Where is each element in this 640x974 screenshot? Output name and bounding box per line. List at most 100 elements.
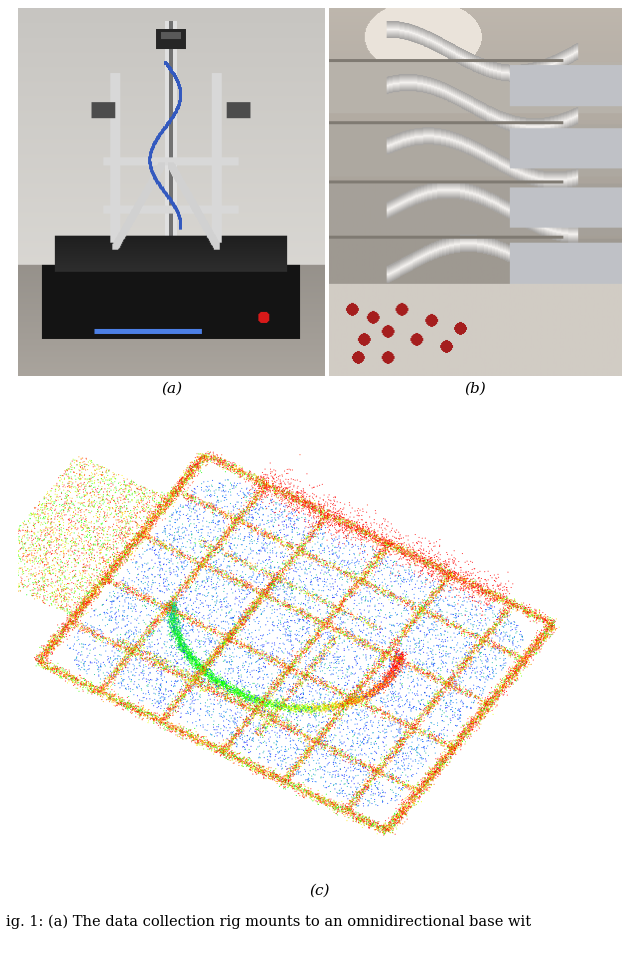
Point xyxy=(121,549,131,565)
Point xyxy=(161,711,172,727)
Point xyxy=(121,638,131,654)
Point xyxy=(139,628,149,644)
Point xyxy=(22,527,33,543)
Point xyxy=(471,637,481,653)
Point xyxy=(72,650,82,665)
Point xyxy=(237,580,247,595)
Point xyxy=(130,584,140,600)
Point xyxy=(283,536,293,551)
Point xyxy=(223,596,234,612)
Point xyxy=(65,478,75,494)
Point xyxy=(189,650,199,665)
Point xyxy=(433,691,444,706)
Point xyxy=(132,520,142,536)
Point xyxy=(173,628,183,644)
Point xyxy=(204,625,214,641)
Point xyxy=(360,519,371,535)
Point xyxy=(119,678,129,693)
Point xyxy=(344,694,354,710)
Point xyxy=(59,548,69,564)
Point xyxy=(313,535,323,550)
Point xyxy=(407,565,417,581)
Point xyxy=(195,712,205,728)
Point xyxy=(226,626,236,642)
Point xyxy=(191,560,202,576)
Point xyxy=(307,734,317,750)
Point xyxy=(317,655,327,670)
Point xyxy=(524,645,534,660)
Point xyxy=(422,598,433,614)
Point xyxy=(164,486,174,502)
Point xyxy=(170,597,180,613)
Point xyxy=(491,683,501,698)
Point xyxy=(538,611,548,626)
Point xyxy=(292,758,302,773)
Point xyxy=(380,819,390,835)
Point xyxy=(30,543,40,558)
Point xyxy=(255,704,265,720)
Point xyxy=(375,822,385,838)
Point xyxy=(458,731,468,747)
Point xyxy=(314,699,324,715)
Point xyxy=(399,622,410,638)
Point xyxy=(545,629,555,645)
Point xyxy=(276,477,287,493)
Point xyxy=(266,554,276,570)
Point xyxy=(67,617,77,632)
Point xyxy=(512,660,522,676)
Point xyxy=(339,683,349,698)
Point xyxy=(545,616,555,631)
Point xyxy=(436,753,447,768)
Point xyxy=(127,645,138,660)
Point xyxy=(62,581,72,596)
Point xyxy=(298,786,308,802)
Point xyxy=(72,656,82,672)
Point xyxy=(141,627,151,643)
Point xyxy=(33,581,44,597)
Point xyxy=(247,759,257,774)
Point xyxy=(280,779,291,795)
Point xyxy=(441,674,451,690)
Point xyxy=(454,730,465,745)
Point xyxy=(428,695,438,711)
Point xyxy=(404,723,414,738)
Point xyxy=(149,712,159,728)
Point xyxy=(276,776,286,792)
Point xyxy=(284,769,294,785)
Point xyxy=(504,598,515,614)
Point xyxy=(365,813,375,829)
Point xyxy=(408,713,418,729)
Point xyxy=(305,644,316,659)
Point xyxy=(340,754,351,769)
Point xyxy=(99,572,109,587)
Point xyxy=(359,527,369,543)
Point xyxy=(427,669,437,685)
Point xyxy=(190,653,200,668)
Point xyxy=(284,487,294,503)
Point xyxy=(182,557,193,573)
Point xyxy=(227,571,237,586)
Point xyxy=(207,671,218,687)
Point xyxy=(252,763,262,778)
Point xyxy=(76,600,86,616)
Point xyxy=(298,538,308,553)
Point xyxy=(435,687,445,702)
Point xyxy=(161,602,172,618)
Point xyxy=(261,470,271,486)
Point xyxy=(399,730,409,745)
Point xyxy=(90,579,100,594)
Point xyxy=(271,696,282,712)
Point xyxy=(76,595,86,611)
Point xyxy=(218,673,228,689)
Point xyxy=(288,663,298,679)
Point xyxy=(209,547,220,563)
Point xyxy=(420,598,430,614)
Point xyxy=(394,803,404,818)
Point xyxy=(106,651,116,666)
Point xyxy=(468,641,478,656)
Point xyxy=(217,671,227,687)
Point xyxy=(275,575,285,590)
Point xyxy=(212,450,222,466)
Point xyxy=(42,514,52,530)
Point xyxy=(150,622,160,638)
